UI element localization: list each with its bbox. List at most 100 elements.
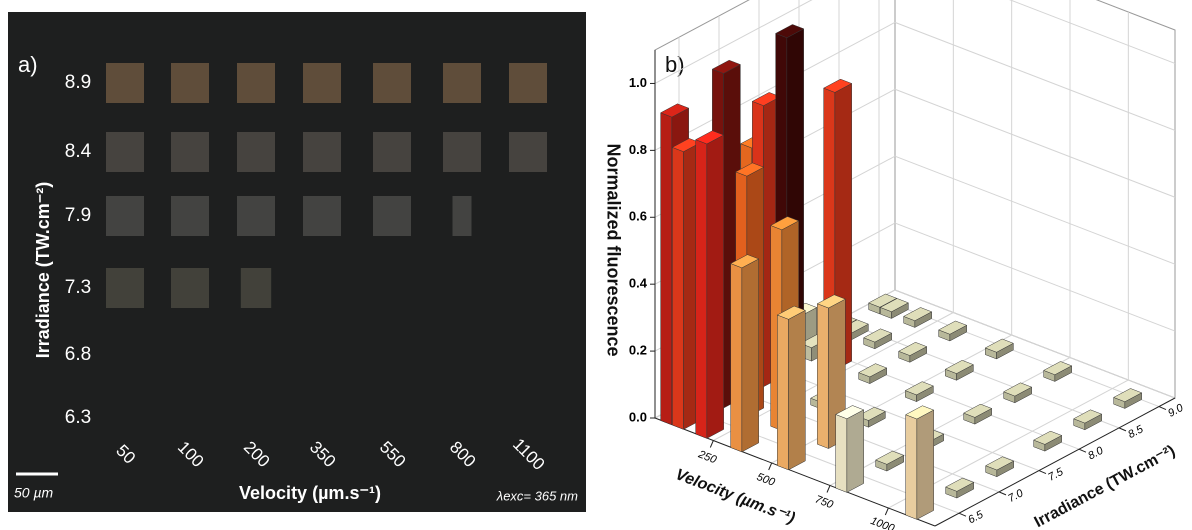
- laser-pattern: [303, 132, 341, 172]
- bar-side: [846, 409, 864, 493]
- laser-pattern: [106, 63, 144, 103]
- y-tick-label: 8.5: [1126, 423, 1146, 441]
- z-tick-label: 0.6: [629, 209, 647, 224]
- tick-mark: [709, 440, 714, 448]
- tick-mark: [768, 462, 773, 471]
- bar: [1113, 388, 1143, 409]
- x-axis-label: Velocity (µm.s⁻¹): [239, 483, 381, 503]
- bar: [1003, 382, 1033, 404]
- bar-top: [816, 294, 846, 309]
- bar-top: [711, 59, 741, 74]
- bar-top: [963, 403, 993, 418]
- bar-top: [863, 328, 893, 343]
- laser-pattern: [240, 268, 272, 308]
- scale-bar-label: 50 µm: [14, 485, 54, 501]
- grid-line: [1009, 0, 1176, 64]
- bar: [875, 450, 905, 472]
- panel-label: a): [18, 52, 38, 77]
- tick-mark: [826, 485, 831, 493]
- grid-line: [894, 155, 1176, 265]
- bar-top: [868, 293, 898, 308]
- y-tick-label: 8.0: [1086, 444, 1106, 462]
- bar-face: [672, 147, 684, 430]
- row-label: 6.8: [65, 344, 91, 365]
- laser-pattern: [452, 196, 472, 236]
- tick-mark: [1038, 470, 1047, 474]
- bar-top: [1003, 382, 1033, 397]
- bar: [945, 477, 975, 499]
- bar-side: [706, 134, 724, 439]
- bar: [858, 363, 888, 385]
- bar-face: [817, 303, 829, 449]
- grid-line: [758, 362, 1040, 471]
- x-axis-label: Velocity (µm.s⁻¹): [673, 466, 797, 527]
- bar-top: [775, 24, 805, 39]
- z-tick-label: 0.4: [629, 276, 648, 291]
- bar-top: [938, 320, 968, 335]
- bar-top: [856, 406, 886, 421]
- bar-top: [879, 298, 909, 313]
- micrograph: [8, 12, 586, 512]
- laser-pattern: [373, 132, 411, 172]
- bar-top: [776, 305, 806, 320]
- bar-top: [898, 342, 928, 356]
- bar-top: [1113, 388, 1143, 403]
- z-tick-label: 0.0: [629, 409, 647, 424]
- grid-line: [894, 222, 1176, 332]
- z-axis-label: Normalized fluorescence: [603, 143, 623, 356]
- laser-pattern: [171, 268, 209, 308]
- bar: [1073, 409, 1103, 431]
- tick-mark: [958, 512, 967, 517]
- bar: [963, 403, 993, 425]
- laser-pattern: [237, 132, 275, 172]
- bar: [904, 381, 934, 403]
- laser-pattern: [106, 132, 144, 172]
- bar-top: [944, 360, 974, 374]
- x-tick-label: 750: [813, 494, 835, 512]
- grid-line: [829, 357, 1071, 486]
- grid-line: [771, 334, 1012, 464]
- x-tick-label: 500: [755, 471, 777, 489]
- excitation-label: λexc= 365 nm: [496, 488, 578, 503]
- laser-pattern: [373, 63, 411, 103]
- back-wall: [894, 0, 1176, 399]
- bar: [816, 294, 846, 449]
- y-axis-label: Irradiance (TW.cm⁻²): [1032, 442, 1179, 530]
- bar-top: [770, 216, 800, 231]
- laser-pattern: [373, 196, 411, 236]
- bar: [1033, 430, 1063, 452]
- laser-pattern: [443, 132, 481, 172]
- bar-top: [1033, 430, 1063, 445]
- y-tick-label: 9.0: [1166, 402, 1186, 420]
- bar: [903, 307, 933, 328]
- bar: [863, 328, 893, 350]
- bar-face: [905, 414, 918, 520]
- row-label: 8.4: [65, 141, 92, 162]
- y-tick-label: 7.0: [1006, 487, 1026, 505]
- laser-pattern: [509, 63, 547, 103]
- laser-pattern: [237, 63, 275, 103]
- laser-pattern: [171, 132, 209, 172]
- grid-line: [654, 21, 896, 151]
- tick-mark: [998, 491, 1007, 496]
- bar-face: [777, 314, 789, 471]
- bar-top: [903, 307, 933, 322]
- bar-side: [788, 309, 806, 471]
- bar-side: [916, 409, 934, 520]
- y-tick-label: 6.5: [966, 508, 986, 526]
- bar: [835, 405, 865, 493]
- bar: [938, 320, 968, 342]
- bar-face: [660, 112, 673, 426]
- axis: [934, 397, 1176, 527]
- bar-top: [1073, 409, 1103, 424]
- laser-pattern: [171, 196, 209, 236]
- bar: [1043, 361, 1073, 382]
- laser-pattern: [237, 196, 275, 236]
- bar: [730, 254, 760, 453]
- bar: [776, 305, 806, 471]
- y-axis-label: Irradiance (TW.cm⁻²): [33, 182, 53, 359]
- bar-top: [984, 338, 1014, 353]
- x-tick-label: 250: [696, 448, 719, 466]
